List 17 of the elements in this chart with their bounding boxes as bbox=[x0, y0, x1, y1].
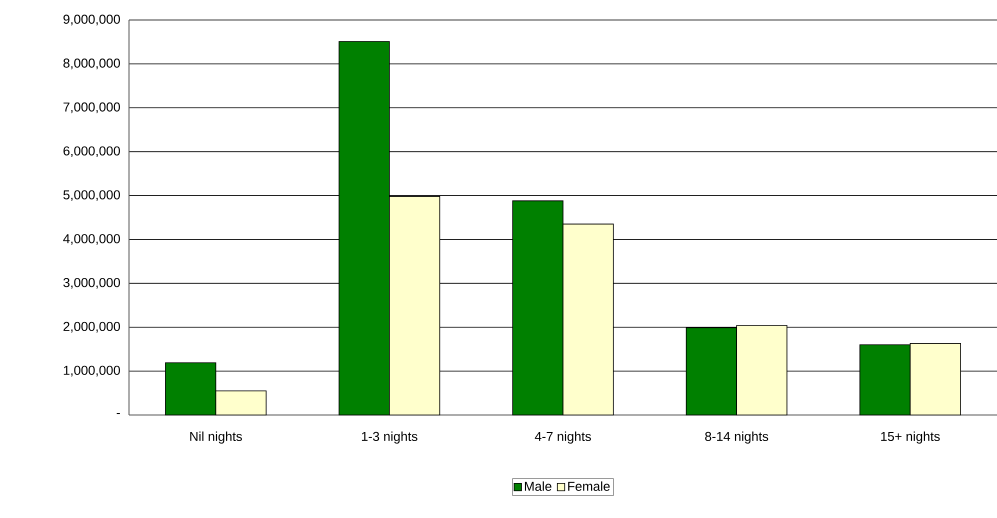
y-tick-label: 2,000,000 bbox=[64, 322, 120, 333]
legend-label: Male bbox=[524, 481, 552, 491]
y-tick-label: 9,000,000 bbox=[63, 14, 120, 26]
y-tick-label: 7,000,000 bbox=[64, 102, 120, 114]
x-tick-label: 1-3 nights bbox=[362, 432, 418, 444]
x-tick-label: 8-14 nights bbox=[705, 432, 768, 444]
x-tick-label: Nil nights bbox=[190, 432, 242, 444]
y-tick-label: - bbox=[116, 413, 120, 414]
legend-label: Female bbox=[568, 481, 610, 491]
y-tick-label: 1,000,000 bbox=[64, 366, 120, 376]
x-tick-label: 15+ nights bbox=[881, 432, 940, 444]
y-tick-label: 4,000,000 bbox=[63, 234, 120, 245]
y-tick-label: 3,000,000 bbox=[63, 278, 120, 289]
y-tick-label: 5,000,000 bbox=[63, 190, 120, 201]
x-tick-label: 4-7 nights bbox=[534, 432, 591, 444]
y-tick-label: 6,000,000 bbox=[64, 146, 120, 158]
y-tick-label: 8,000,000 bbox=[63, 58, 120, 70]
